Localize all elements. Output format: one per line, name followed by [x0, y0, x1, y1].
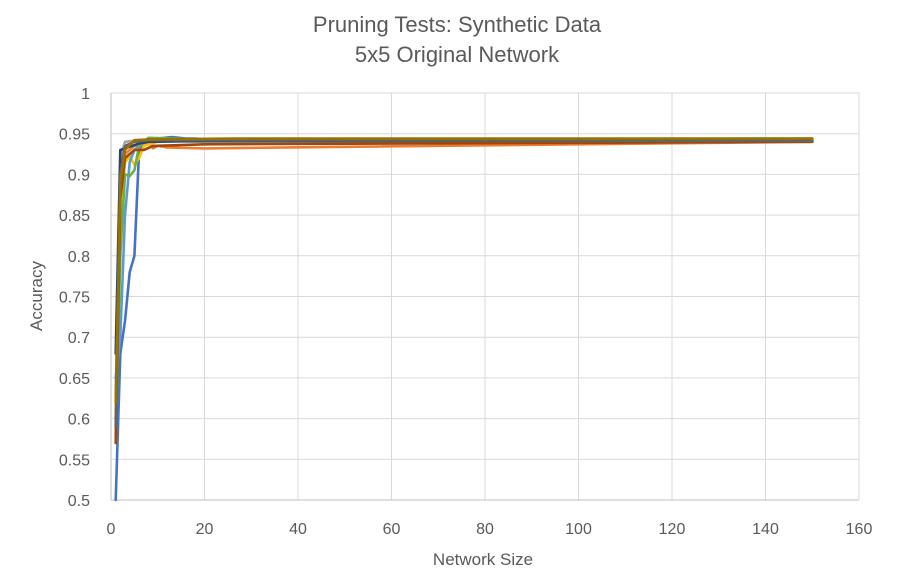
series-line-7: [114, 139, 814, 355]
x-tick-label: 100: [565, 521, 592, 538]
y-axis-label: Accuracy: [27, 261, 46, 331]
series-line-5: [114, 138, 814, 380]
x-tick-label: 0: [107, 521, 116, 538]
y-tick-label: 0.8: [68, 249, 90, 266]
series-line-8: [114, 140, 814, 445]
series-line-6: [114, 136, 814, 437]
y-tick-label: 0.95: [59, 127, 90, 144]
y-tick-label: 0.5: [68, 493, 90, 510]
x-tick-label: 40: [289, 521, 307, 538]
x-axis-label: Network Size: [433, 550, 533, 569]
y-tick-label: 0.9: [68, 167, 90, 184]
y-tick-label: 0.65: [59, 371, 90, 388]
series-line-4: [114, 138, 814, 420]
series-line-1: [114, 135, 814, 502]
series-layer: [114, 135, 814, 502]
y-tick-label: 1: [81, 86, 90, 103]
series-line-3: [114, 138, 814, 396]
series-line-10: [114, 137, 814, 404]
y-tick-label: 0.55: [59, 452, 90, 469]
chart-subtitle: 5x5 Original Network: [355, 42, 560, 67]
series-line-2: [114, 140, 814, 420]
x-tick-label: 140: [752, 521, 779, 538]
y-tick-label: 0.6: [68, 412, 90, 429]
x-tick-label: 120: [659, 521, 686, 538]
y-tick-label: 0.7: [68, 330, 90, 347]
series-line-9: [114, 138, 814, 428]
x-tick-label: 160: [846, 521, 873, 538]
y-tick-label: 0.85: [59, 208, 90, 225]
y-tick-label: 0.75: [59, 290, 90, 307]
x-tick-label: 80: [476, 521, 494, 538]
chart-title: Pruning Tests: Synthetic Data: [313, 12, 602, 37]
gridlines: [111, 92, 860, 500]
axes: [110, 93, 859, 501]
x-tick-label: 20: [196, 521, 214, 538]
tick-labels: 0.5 0.55 0.6 0.65 0.7 0.75 0.8 0.85 0.9 0.95 1 0 20 4…: [59, 86, 873, 538]
x-tick-label: 60: [383, 521, 401, 538]
